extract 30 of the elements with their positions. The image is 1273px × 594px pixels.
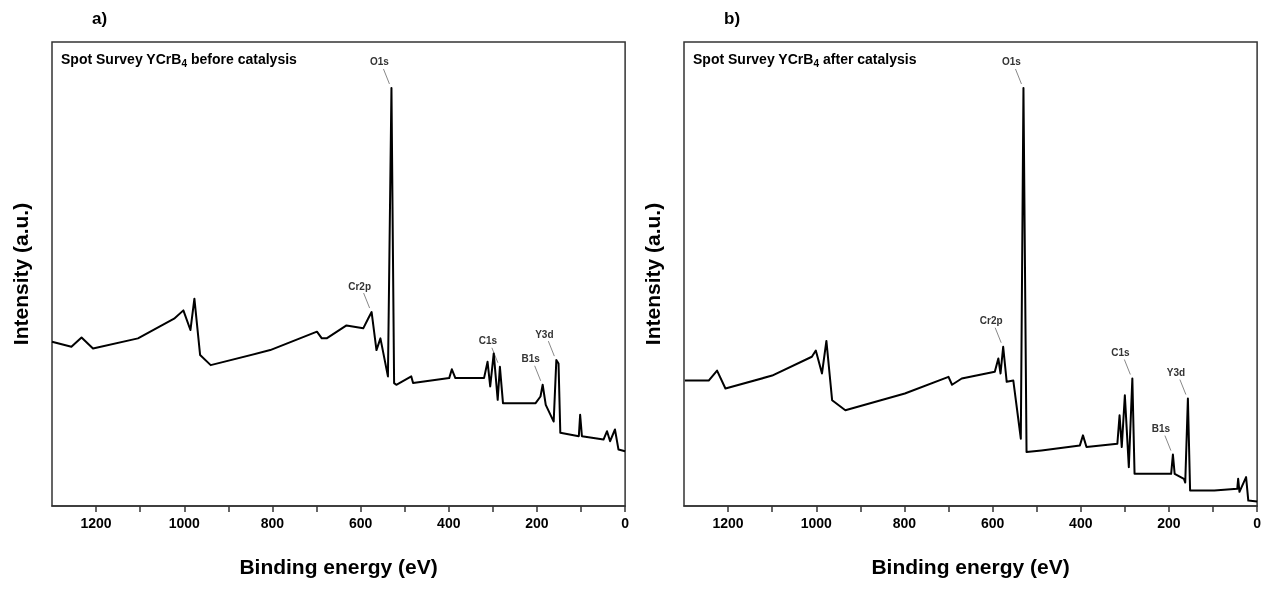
x-tick-label: 600 xyxy=(348,515,373,531)
y-axis-title: Intensity (a.u.) xyxy=(8,202,32,346)
x-tick-label: 400 xyxy=(1069,515,1093,531)
annotation: O1s xyxy=(1002,56,1022,68)
annotation: B1s xyxy=(1151,423,1171,435)
annotation: C1s xyxy=(1111,347,1130,358)
annotation: Y3d xyxy=(535,328,554,340)
x-tick-label: 1000 xyxy=(800,515,833,531)
annotation: O1s xyxy=(370,56,390,68)
y-axis-title: Intensity (a.u.) xyxy=(640,202,664,346)
x-tick-label: 800 xyxy=(260,515,285,531)
x-tick-label: 0 xyxy=(621,515,630,531)
text: b) xyxy=(724,9,741,28)
x-axis-title: Binding energy (eV) xyxy=(239,555,438,578)
annotation: Y3d xyxy=(1166,367,1186,379)
x-tick-label: 200 xyxy=(1157,515,1181,531)
x-tick-label: 600 xyxy=(980,515,1005,531)
x-tick-label: 400 xyxy=(437,515,461,531)
annotation: Cr2p xyxy=(979,315,1003,327)
x-axis-title: Binding energy (eV) xyxy=(871,555,1070,578)
x-tick-label: 0 xyxy=(1253,515,1262,531)
annotation: Cr2p xyxy=(348,280,372,292)
x-tick-label: 800 xyxy=(892,515,917,531)
annotation: C1s xyxy=(478,335,498,347)
x-tick-label: 1200 xyxy=(712,515,744,531)
annotation: B1s xyxy=(521,353,541,365)
x-tick-label: 200 xyxy=(525,515,549,531)
x-tick-label: 1000 xyxy=(168,515,201,531)
x-tick-label: 1200 xyxy=(80,515,112,531)
text: a) xyxy=(92,9,108,28)
